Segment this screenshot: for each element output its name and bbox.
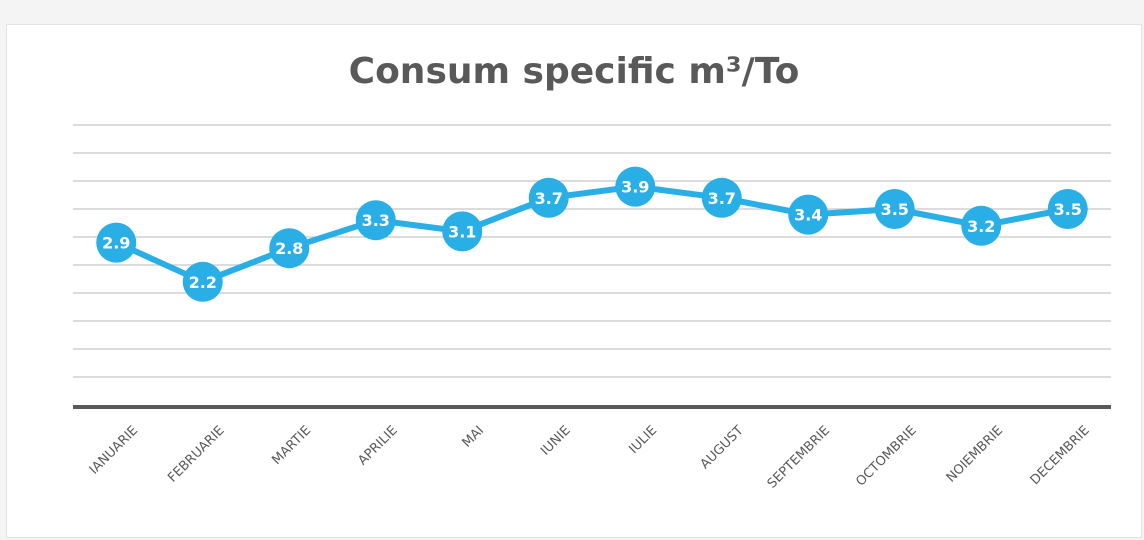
data-point-marker bbox=[788, 194, 829, 235]
x-tick-label: IUNIE bbox=[538, 423, 573, 458]
data-point-marker bbox=[182, 261, 223, 302]
data-point-marker bbox=[701, 177, 742, 218]
x-tick-label: DECEMBRIE bbox=[1028, 423, 1093, 488]
x-tick-label: SEPTEMBRIE bbox=[765, 423, 833, 491]
data-label: 3.7 bbox=[708, 189, 736, 208]
x-tick-label: MARTIE bbox=[269, 423, 314, 468]
data-label: 2.2 bbox=[189, 273, 217, 292]
data-label: 3.3 bbox=[362, 211, 390, 230]
series-layer bbox=[115, 183, 1069, 285]
data-label: 3.5 bbox=[1054, 200, 1082, 219]
x-tick-label: IANUARIE bbox=[87, 423, 141, 477]
data-point-marker bbox=[961, 205, 1002, 246]
x-tick-label: AUGUST bbox=[698, 423, 747, 472]
x-tick-label: OCTOMBRIE bbox=[853, 423, 919, 489]
data-label: 3.9 bbox=[621, 178, 649, 197]
data-point-marker bbox=[442, 211, 483, 252]
data-point-marker bbox=[355, 200, 396, 241]
data-label: 3.4 bbox=[794, 206, 822, 225]
gridlines bbox=[73, 124, 1111, 378]
chart-title: Consum specific m³/To bbox=[349, 51, 800, 92]
data-label: 2.8 bbox=[275, 239, 303, 258]
data-point-marker bbox=[269, 228, 310, 269]
markers-layer: 2.9 2.2 2.8 3.3 3.1 3.7 3.9 3.7 3.4 3.5 3.2 3.5 bbox=[96, 166, 1088, 302]
x-tick-labels: IANUARIE FEBRUARIE MARTIE APRILIE MAI IUNIE IU… bbox=[87, 423, 1093, 491]
data-label: 3.1 bbox=[448, 222, 476, 241]
series-line bbox=[115, 183, 1069, 285]
x-tick-label: APRILIE bbox=[355, 423, 400, 468]
data-label: 3.5 bbox=[881, 200, 909, 219]
x-tick-label: NOIEMBRIE bbox=[944, 423, 1006, 485]
data-point-marker bbox=[528, 177, 569, 218]
data-point-marker bbox=[874, 189, 915, 229]
data-point-marker bbox=[615, 166, 656, 207]
x-tick-label: IULIE bbox=[626, 423, 660, 457]
x-tick-label: MAI bbox=[460, 423, 488, 451]
data-label: 2.9 bbox=[102, 234, 130, 253]
chart-frame: Consum specific m³/To 2.9 2.2 2.8 3.3 3.1 3.7… bbox=[6, 24, 1142, 538]
x-tick-label: FEBRUARIE bbox=[165, 423, 227, 485]
data-point-marker bbox=[1047, 189, 1088, 229]
line-chart: Consum specific m³/To 2.9 2.2 2.8 3.3 3.1 3.7… bbox=[73, 51, 1111, 492]
data-point-marker bbox=[96, 222, 137, 263]
data-label: 3.2 bbox=[967, 217, 995, 236]
data-label: 3.7 bbox=[535, 189, 563, 208]
